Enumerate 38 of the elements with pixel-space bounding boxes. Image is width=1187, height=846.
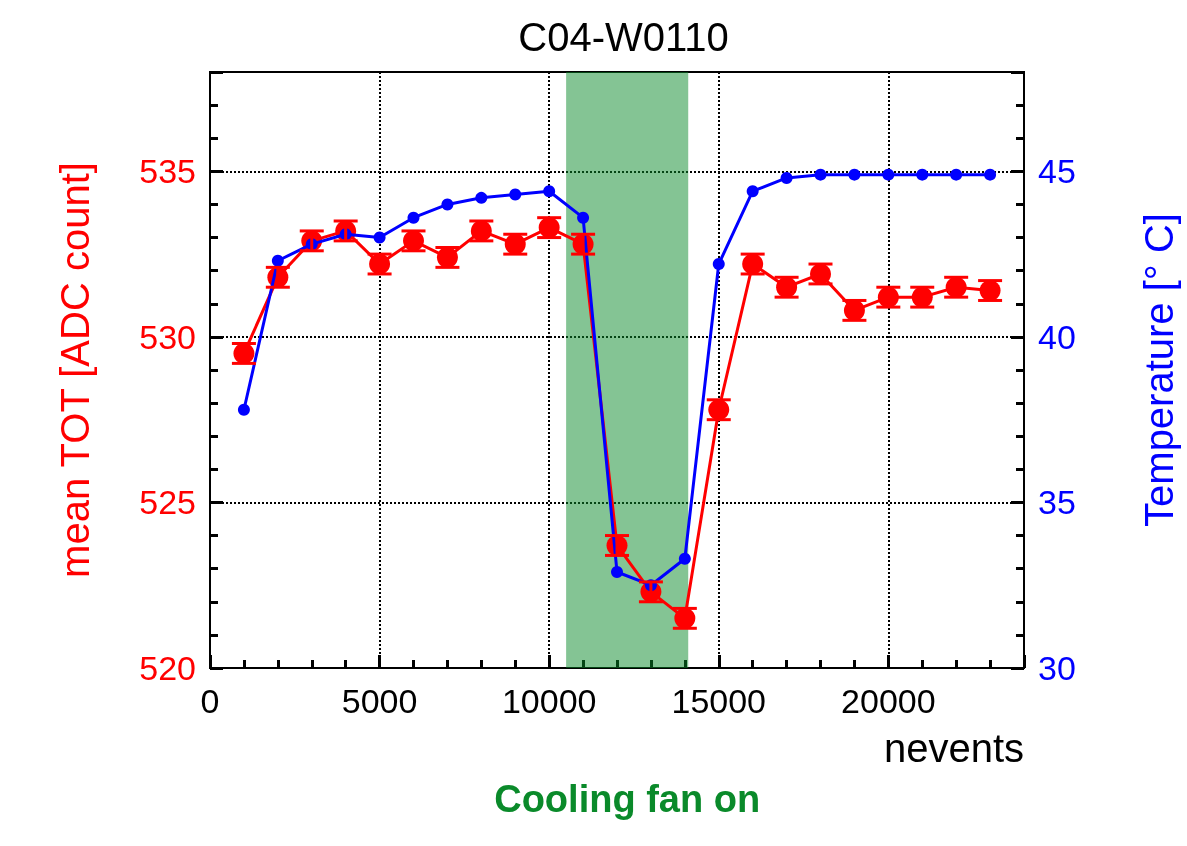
point (373, 231, 386, 244)
point (543, 185, 556, 198)
y2-axis-title: Temperature [° C] (1137, 213, 1181, 527)
point (950, 168, 963, 181)
point (509, 188, 522, 201)
point (848, 168, 861, 181)
point (271, 254, 284, 267)
y-tick-label: 535 (139, 152, 196, 191)
y2-tick-label: 30 (1038, 649, 1076, 687)
point (916, 168, 929, 181)
point (984, 168, 997, 181)
point (678, 552, 691, 565)
point (611, 565, 623, 578)
y2-tick-label: 35 (1038, 483, 1076, 522)
point (577, 211, 590, 224)
y2-tick-label: 45 (1038, 152, 1076, 191)
chart-title: C04-W0110 (518, 15, 729, 59)
y-tick-label: 530 (139, 317, 196, 356)
x-tick-label: 15000 (671, 682, 767, 720)
point (712, 258, 725, 271)
point (780, 171, 793, 184)
point (814, 168, 827, 181)
x-axis-title: nevents (883, 726, 1024, 770)
point (237, 403, 250, 416)
band-label: Cooling fan on (494, 778, 761, 820)
y-axis-title: mean TOT [ADC count] (53, 162, 97, 578)
x-tick-label: 5000 (341, 682, 418, 720)
x-tick-label: 10000 (501, 682, 597, 720)
x-tick-label: 0 (200, 682, 220, 720)
y2-tick-label: 40 (1038, 317, 1076, 356)
x-tick-label: 20000 (841, 682, 936, 720)
point (475, 191, 488, 204)
point (882, 168, 895, 181)
point (746, 185, 759, 198)
y-tick-label: 520 (139, 649, 196, 687)
y-tick-label: 525 (139, 483, 196, 522)
point (407, 211, 420, 224)
point (441, 198, 454, 211)
